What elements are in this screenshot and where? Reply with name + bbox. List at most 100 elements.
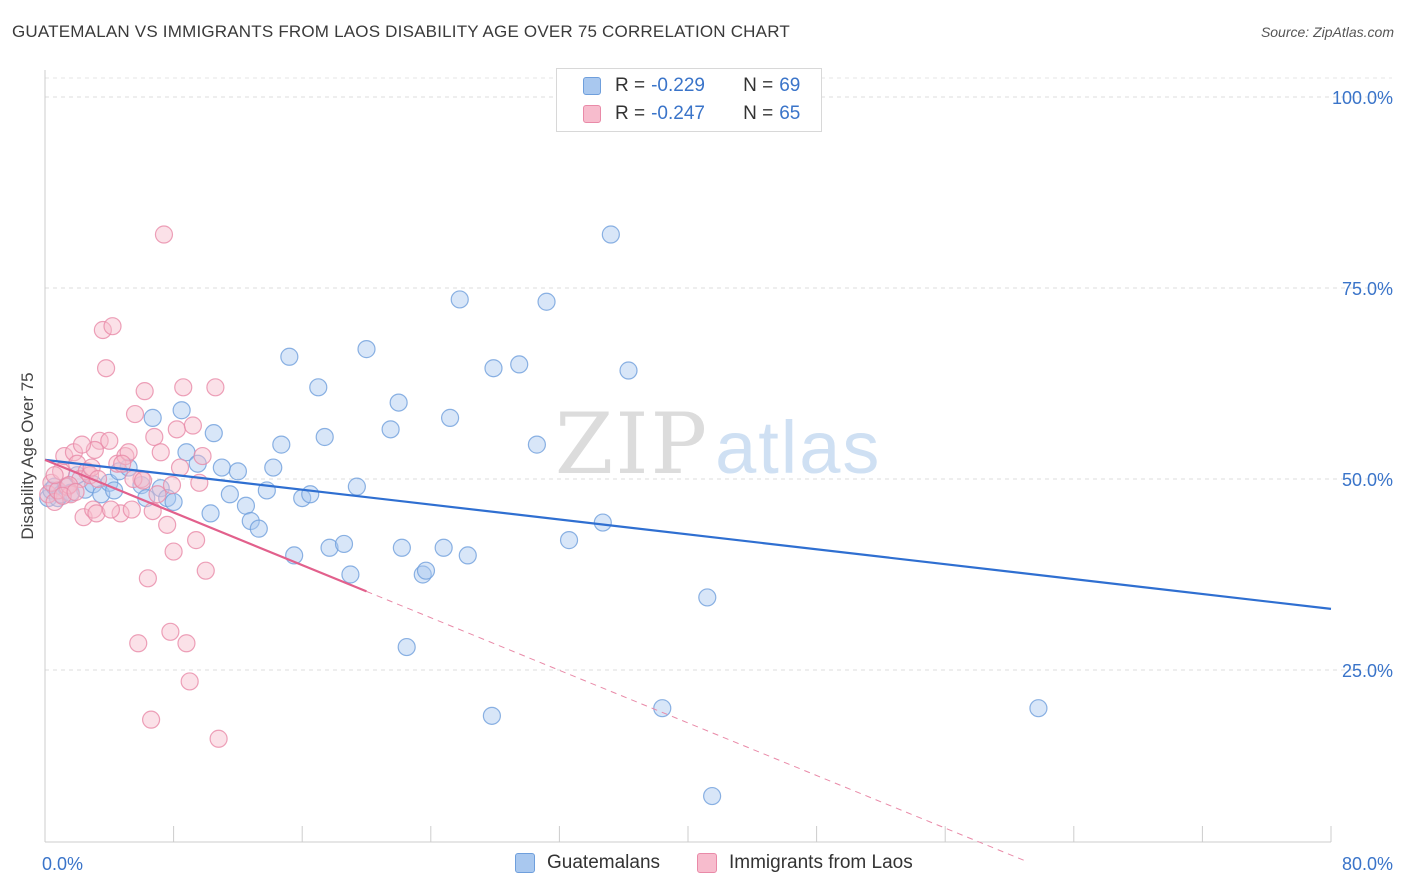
point-laos <box>167 420 186 439</box>
series-legend-laos[interactable]: Immigrants from Laos <box>697 852 913 874</box>
point-guatemalan <box>653 699 672 718</box>
point-guatemalan <box>264 458 283 477</box>
point-laos <box>90 431 109 450</box>
series-swatch-laos <box>697 853 717 873</box>
point-laos <box>72 435 92 454</box>
point-guatemalan <box>416 561 436 580</box>
x-tick-label: 0.0% <box>42 854 83 874</box>
point-guatemalan <box>482 706 501 725</box>
point-guatemalan <box>601 225 620 244</box>
point-laos <box>82 458 101 477</box>
point-guatemalan <box>334 534 354 554</box>
point-laos <box>161 622 180 641</box>
point-guatemalan <box>527 435 546 454</box>
point-laos <box>129 634 148 653</box>
point-laos <box>111 504 130 523</box>
point-laos <box>148 485 167 504</box>
point-guatemalan <box>172 401 191 420</box>
point-laos <box>133 471 153 490</box>
trendline-guatemalans <box>44 458 1332 610</box>
point-laos <box>45 466 64 485</box>
point-laos <box>170 458 190 477</box>
point-guatemalan <box>249 519 268 538</box>
y-tick-label: 25.0% <box>1342 661 1393 681</box>
point-guatemalan <box>272 435 291 454</box>
point-guatemalan <box>703 786 722 806</box>
trendline-laos <box>44 458 367 593</box>
point-laos <box>141 710 161 729</box>
point-guatemalan <box>204 424 223 443</box>
series-label-laos: Immigrants from Laos <box>729 852 913 873</box>
point-guatemalan <box>236 496 256 515</box>
legend-n-value: 65 <box>779 103 801 124</box>
stats-legend-row-guatemalans: R = -0.229 N = 69 <box>583 74 800 98</box>
point-guatemalan <box>301 485 320 504</box>
point-laos <box>138 569 157 588</box>
y-axis-label: Disability Age Over 75 <box>18 372 37 539</box>
series-legend-guatemalans[interactable]: Guatemalans <box>515 852 660 874</box>
point-laos <box>180 672 199 691</box>
legend-n-label: N = <box>743 75 774 96</box>
point-guatemalan <box>309 378 328 397</box>
legend-n-label: N = <box>743 103 774 124</box>
point-guatemalan <box>164 492 183 512</box>
point-guatemalan <box>392 538 411 557</box>
point-laos <box>135 382 154 401</box>
point-laos <box>119 443 138 462</box>
point-guatemalan <box>143 408 162 427</box>
point-laos <box>66 482 85 502</box>
watermark-zip: ZIP <box>555 395 710 493</box>
x-tick-label: 80.0% <box>1342 854 1393 874</box>
point-guatemalan <box>220 485 239 504</box>
point-guatemalan <box>698 588 717 607</box>
point-laos <box>122 500 141 519</box>
point-guatemalan <box>357 340 376 359</box>
point-guatemalan <box>315 427 334 447</box>
point-laos <box>87 504 106 523</box>
point-guatemalan <box>510 355 529 374</box>
point-laos <box>93 320 112 340</box>
series-swatch-guatemalans <box>515 853 535 873</box>
point-guatemalan <box>458 546 477 565</box>
point-guatemalan <box>434 538 453 557</box>
point-laos <box>183 416 202 435</box>
point-laos <box>154 225 174 244</box>
point-guatemalan <box>537 292 556 311</box>
point-laos <box>151 443 170 462</box>
legend-swatch-guatemalans <box>583 77 601 95</box>
y-tick-label: 50.0% <box>1342 470 1393 490</box>
y-tick-label: 100.0% <box>1332 88 1393 108</box>
point-laos <box>196 561 215 580</box>
y-tick-label: 75.0% <box>1342 279 1393 299</box>
legend-r-label: R = <box>615 103 646 124</box>
series-label-guatemalans: Guatemalans <box>547 852 661 873</box>
series-legend: Guatemalans Immigrants from Laos <box>0 852 1406 876</box>
source-label: Source: ZipAtlas.com <box>1260 24 1394 40</box>
point-laos <box>162 476 182 495</box>
point-guatemalan <box>212 458 231 477</box>
point-guatemalan <box>341 565 360 584</box>
point-laos <box>101 500 121 519</box>
point-guatemalan <box>619 361 638 380</box>
point-laos <box>103 317 122 336</box>
point-laos <box>174 378 193 397</box>
point-laos <box>177 634 196 653</box>
point-laos <box>209 729 228 748</box>
point-guatemalan <box>381 420 400 439</box>
point-laos <box>164 542 183 561</box>
point-guatemalan <box>440 408 460 427</box>
point-guatemalan <box>1029 699 1048 718</box>
legend-r-value: -0.247 <box>651 103 705 124</box>
point-guatemalan <box>320 538 339 557</box>
point-guatemalan <box>484 359 503 378</box>
trendline-laos-extension <box>366 590 1026 862</box>
legend-n-value: 69 <box>779 75 801 96</box>
point-laos <box>125 404 145 424</box>
point-guatemalan <box>347 477 366 496</box>
watermark: ZIPatlas <box>555 395 881 493</box>
point-guatemalan <box>397 637 416 657</box>
legend-swatch-laos <box>583 105 601 123</box>
point-laos <box>60 476 79 495</box>
point-laos <box>96 359 116 378</box>
